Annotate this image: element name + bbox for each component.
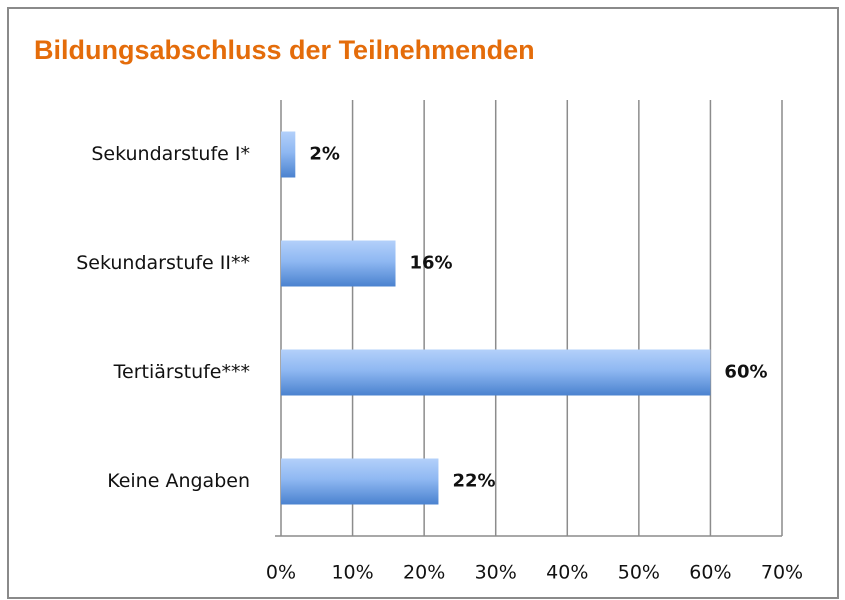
x-tick-label: 30% (475, 562, 517, 584)
bar (281, 458, 439, 505)
bar (281, 349, 711, 396)
y-tick-label: Sekundarstufe I* (91, 143, 250, 165)
x-tick-label: 70% (761, 562, 803, 584)
x-tick-label: 60% (689, 562, 731, 584)
y-tick-label: Keine Angaben (107, 470, 250, 492)
x-tick-label: 50% (618, 562, 660, 584)
x-tick-label: 40% (546, 562, 588, 584)
y-tick-label: Sekundarstufe II** (76, 252, 250, 274)
bar (281, 240, 396, 287)
x-tick-label: 0% (266, 562, 296, 584)
value-label: 60% (724, 362, 767, 383)
chart-title: Bildungsabschluss der Teilnehmenden (34, 35, 535, 65)
value-label: 2% (309, 144, 340, 165)
y-tick-label: Tertiärstufe*** (113, 361, 250, 383)
value-label: 16% (410, 253, 453, 274)
x-tick-label: 20% (403, 562, 445, 584)
bar (281, 131, 296, 178)
value-label: 22% (452, 471, 495, 492)
frame (7, 7, 839, 599)
x-tick-label: 10% (331, 562, 373, 584)
